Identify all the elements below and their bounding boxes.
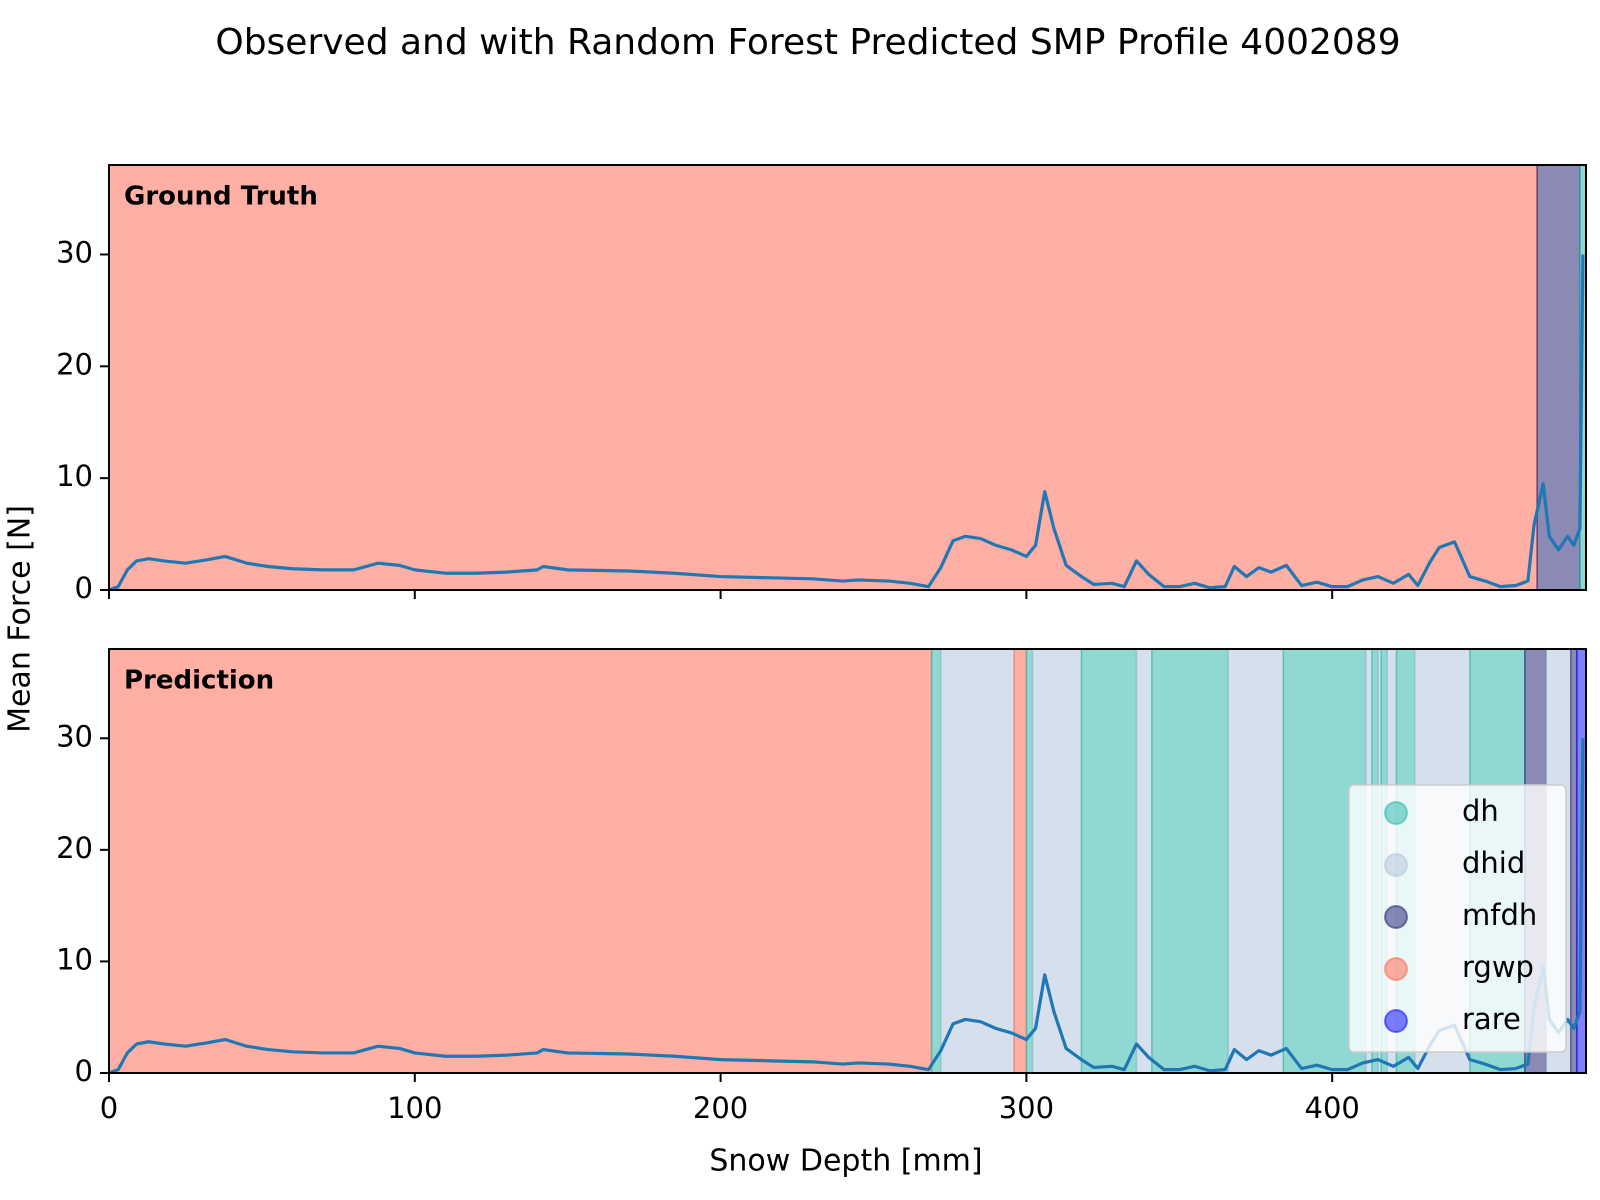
class-span [1536, 165, 1581, 590]
legend-label: mfdh [1462, 898, 1537, 932]
y-tick-label: 30 [56, 235, 93, 269]
figure-title: Observed and with Random Forest Predicte… [215, 22, 1400, 63]
legend-box [1348, 784, 1567, 1053]
legend-label: dhid [1462, 846, 1525, 880]
class-span [1227, 649, 1285, 1073]
x-axis-label: Snow Depth [mm] [709, 1144, 982, 1179]
y-axis-label: Mean Force [N] [3, 505, 38, 733]
class-span [109, 649, 933, 1073]
class-span [1080, 649, 1138, 1073]
x-tick-label: 200 [693, 1091, 748, 1125]
class-span [1025, 649, 1034, 1073]
y-tick-label: 10 [56, 459, 93, 493]
axes-frame [108, 648, 1587, 1074]
plot-area [109, 165, 1586, 590]
legend-marker [1384, 801, 1408, 825]
class-span [109, 165, 1538, 590]
class-span [930, 649, 942, 1073]
class-span [1135, 649, 1153, 1073]
legend-marker [1384, 853, 1408, 877]
class-span [1151, 649, 1229, 1073]
legend-label: dh [1462, 794, 1499, 828]
y-tick-label: 20 [56, 347, 93, 381]
axes-frame [108, 164, 1587, 591]
panel-title: Prediction [124, 666, 274, 696]
legend-marker [1384, 957, 1408, 981]
legend-label: rare [1462, 1002, 1521, 1036]
legend-marker [1384, 905, 1408, 929]
x-tick-label: 100 [387, 1091, 442, 1125]
x-tick-label: 300 [999, 1091, 1054, 1125]
y-tick-label: 20 [56, 831, 93, 865]
y-tick-label: 10 [56, 942, 93, 976]
y-tick-label: 0 [75, 1054, 93, 1088]
x-tick-label: 400 [1305, 1091, 1360, 1125]
class-span [940, 649, 1015, 1073]
y-tick-label: 30 [56, 719, 93, 753]
force-line [109, 254, 1585, 590]
legend-marker [1384, 1009, 1408, 1033]
class-span [1013, 649, 1028, 1073]
x-tick-label: 0 [100, 1091, 118, 1125]
class-span [1569, 649, 1578, 1073]
legend-label: rgwp [1462, 950, 1534, 984]
panel-title: Ground Truth [124, 182, 318, 212]
y-tick-label: 0 [75, 571, 93, 605]
